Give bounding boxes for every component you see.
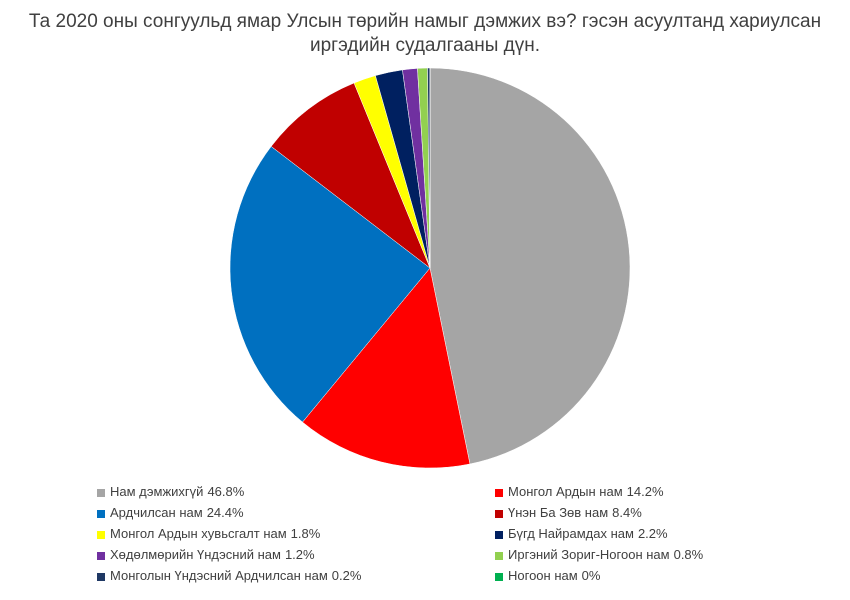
legend-label: Бүгд Найрамдах нам 2.2% <box>508 526 668 541</box>
legend-marker <box>97 573 105 581</box>
legend-value: 24.4% <box>207 505 244 520</box>
legend-value: 46.8% <box>207 484 244 499</box>
legend-name: Бүгд Найрамдах нам <box>508 526 634 541</box>
legend-marker <box>97 531 105 539</box>
legend-label: Үнэн Ба Зөв нам 8.4% <box>508 505 642 520</box>
legend-name: Үнэн Ба Зөв нам <box>508 505 608 520</box>
legend-value: 8.4% <box>612 505 642 520</box>
pie-slice <box>302 267 471 469</box>
legend-value: 0% <box>582 568 601 583</box>
pie-slice <box>429 67 631 465</box>
legend-marker <box>97 552 105 560</box>
legend-label: Монголын Үндэсний Ардчилсан нам 0.2% <box>110 568 362 583</box>
legend-name: Монгол Ардын хувьсгалт нам <box>110 526 287 541</box>
legend-name: Ногоон нам <box>508 568 578 583</box>
legend-name: Иргэний Зориг-Ногоон нам <box>508 547 670 562</box>
legend-label: Нам дэмжихгүй 46.8% <box>110 484 245 499</box>
legend-value: 1.2% <box>285 547 315 562</box>
legend-marker <box>495 510 503 518</box>
legend-name: Ардчилсан нам <box>110 505 203 520</box>
chart-title: Та 2020 оны сонгуульд ямар Улсын төрийн … <box>28 11 822 56</box>
legend-marker <box>97 489 105 497</box>
legend-label: Иргэний Зориг-Ногоон нам 0.8% <box>508 547 704 562</box>
legend-label: Ардчилсан нам 24.4% <box>110 505 244 520</box>
legend-marker <box>495 531 503 539</box>
legend-marker <box>495 573 503 581</box>
pie-slice <box>270 82 431 269</box>
legend-marker <box>495 489 503 497</box>
legend-name: Хөдөлмөрийн Үндэсний нам <box>110 547 281 562</box>
legend-value: 14.2% <box>627 484 664 499</box>
pie-slice <box>229 146 431 423</box>
legend-value: 1.8% <box>291 526 321 541</box>
legend-name: Нам дэмжихгүй <box>110 484 203 499</box>
legend-marker <box>97 510 105 518</box>
legend-label: Ногоон нам 0% <box>508 568 601 583</box>
legend-value: 2.2% <box>638 526 668 541</box>
legend-label: Хөдөлмөрийн Үндэсний нам 1.2% <box>110 547 315 562</box>
legend-label: Монгол Ардын нам 14.2% <box>508 484 664 499</box>
legend-name: Монгол Ардын нам <box>508 484 623 499</box>
legend-label: Монгол Ардын хувьсгалт нам 1.8% <box>110 526 321 541</box>
legend-value: 0.2% <box>332 568 362 583</box>
legend-name: Монголын Үндэсний Ардчилсан нам <box>110 568 328 583</box>
legend-value: 0.8% <box>674 547 704 562</box>
legend-marker <box>495 552 503 560</box>
